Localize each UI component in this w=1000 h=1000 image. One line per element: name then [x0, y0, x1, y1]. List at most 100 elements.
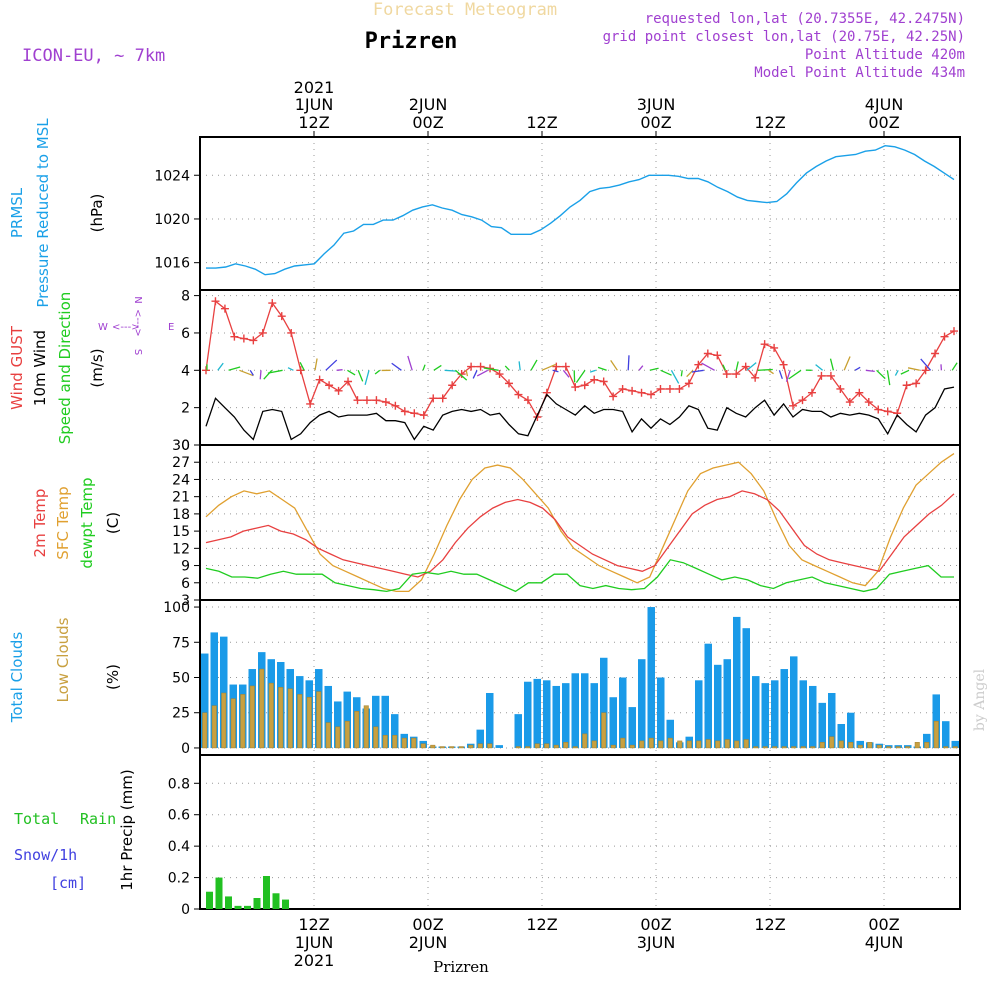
compass-north-label: N	[132, 296, 143, 303]
y-tick-label: 0.8	[168, 776, 190, 792]
rain-bar	[272, 893, 280, 909]
low-cloud-bar	[249, 685, 255, 749]
wind-direction-arrow	[900, 369, 910, 375]
gust-point	[202, 366, 210, 375]
gust-point	[391, 401, 400, 410]
total-cloud-bar	[324, 685, 332, 748]
total-cloud-bar	[714, 664, 722, 748]
wind-direction-arrow	[357, 370, 364, 382]
gust-line	[205, 299, 955, 419]
wind-direction-arrow	[562, 369, 570, 378]
low-cloud-bar	[259, 668, 265, 749]
gust-point	[836, 384, 845, 393]
wind-direction-arrow	[314, 358, 318, 371]
panel-4-axes: 0 0.2 0.4 0.6 0.8	[168, 754, 961, 918]
info-gridpoint: grid point closest lon,lat (20.75E, 42.2…	[603, 29, 965, 45]
wind-direction-arrow	[530, 359, 538, 371]
y-tick-label: 50	[172, 671, 190, 687]
gust-point	[400, 407, 409, 416]
wind-direction-arrow	[722, 364, 726, 371]
total-cloud-bar	[486, 693, 494, 748]
dewpt-line	[205, 559, 954, 593]
compass-rose: N S W E <---> <--->	[98, 296, 174, 355]
wind-direction-arrow	[701, 362, 715, 371]
total-cloud-bar	[514, 714, 522, 748]
total-cloud-bar	[220, 636, 228, 748]
total-cloud-bar	[799, 680, 807, 748]
wind-direction-arrow	[228, 366, 241, 371]
low-cloud-bar	[354, 711, 360, 749]
wind-direction-arrow	[336, 369, 343, 371]
low-cloud-bar	[838, 740, 844, 749]
label-pressure-msl: Pressure Reduced to MSL	[34, 118, 52, 308]
compass-east-label: E	[168, 322, 174, 333]
total-cloud-bar	[543, 680, 551, 748]
low-cloud-bar	[829, 736, 835, 749]
wind-direction-arrow	[575, 369, 586, 383]
wind-direction-arrow	[267, 369, 283, 374]
label-total-clouds: Total Clouds	[8, 632, 26, 724]
top-time-label: 00Z	[412, 113, 443, 132]
low-cloud-bar	[230, 698, 236, 749]
low-cloud-bar	[373, 726, 379, 749]
low-cloud-bar	[952, 746, 958, 749]
low-cloud-bar	[582, 733, 588, 749]
low-cloud-bar	[848, 742, 854, 749]
gust-point	[325, 381, 334, 390]
gust-point	[609, 392, 618, 401]
compass-south-label: S	[132, 349, 143, 355]
label-celsius: (C)	[104, 512, 122, 534]
label-hpa: (hPa)	[88, 194, 106, 233]
low-cloud-bar	[211, 705, 217, 749]
wind-direction-arrow	[299, 361, 305, 371]
label-sfc-temp: SFC Temp	[54, 486, 72, 559]
gust-point	[931, 349, 940, 358]
chart-subtitle: Forecast Meteogram	[373, 0, 557, 20]
gust-point	[552, 362, 561, 371]
gust-point	[296, 366, 305, 375]
low-cloud-bar	[800, 746, 806, 749]
low-cloud-bar	[325, 722, 331, 749]
wind-direction-arrow	[815, 364, 824, 371]
gust-point	[561, 362, 570, 371]
low-cloud-bar	[914, 742, 920, 749]
label-precip-mm: 1hr Precip (mm)	[118, 769, 136, 890]
gust-point	[647, 390, 656, 399]
label-snow: Snow/1h	[14, 846, 77, 864]
y-tick-label: 1016	[154, 256, 190, 272]
gust-point	[950, 327, 958, 336]
low-cloud-bar	[468, 744, 474, 749]
wind-direction-arrow	[259, 370, 262, 380]
low-cloud-bar	[430, 744, 436, 749]
wind-speed-line	[205, 386, 955, 441]
wind-direction-arrow	[552, 369, 559, 373]
gust-point	[476, 362, 485, 371]
gust-point	[675, 384, 684, 393]
total-cloud-bar	[809, 685, 817, 748]
gust-point	[344, 377, 353, 386]
compass-ew-arrow: <--->	[112, 322, 140, 333]
total-cloud-bar	[201, 653, 209, 748]
y-tick-label: 30	[172, 438, 190, 454]
total-cloud-bar	[571, 673, 579, 748]
panel-1-axes: 0 2 4 6 8	[181, 289, 961, 454]
label-speed-direction: Speed and Direction	[56, 292, 74, 445]
total-cloud-bar	[638, 659, 646, 748]
gust-point	[789, 401, 798, 410]
total-cloud-bar	[590, 683, 598, 748]
wind-direction-arrow	[597, 366, 607, 371]
top-time-label: 00Z	[640, 113, 671, 132]
low-cloud-bar	[734, 740, 740, 749]
low-cloud-bar	[591, 740, 597, 749]
low-cloud-bar	[306, 696, 312, 749]
plot-layer: 1016102010240246836912151821242730025507…	[154, 78, 961, 970]
total-cloud-bar	[657, 677, 665, 748]
total-cloud-bar	[818, 702, 826, 748]
total-cloud-bar	[210, 632, 218, 748]
low-cloud-bar	[335, 726, 341, 749]
gust-point	[315, 375, 324, 384]
low-cloud-bar	[705, 739, 711, 749]
low-cloud-bar	[686, 740, 692, 749]
label-total: Total	[14, 810, 59, 828]
wind-direction-arrow	[865, 369, 875, 373]
